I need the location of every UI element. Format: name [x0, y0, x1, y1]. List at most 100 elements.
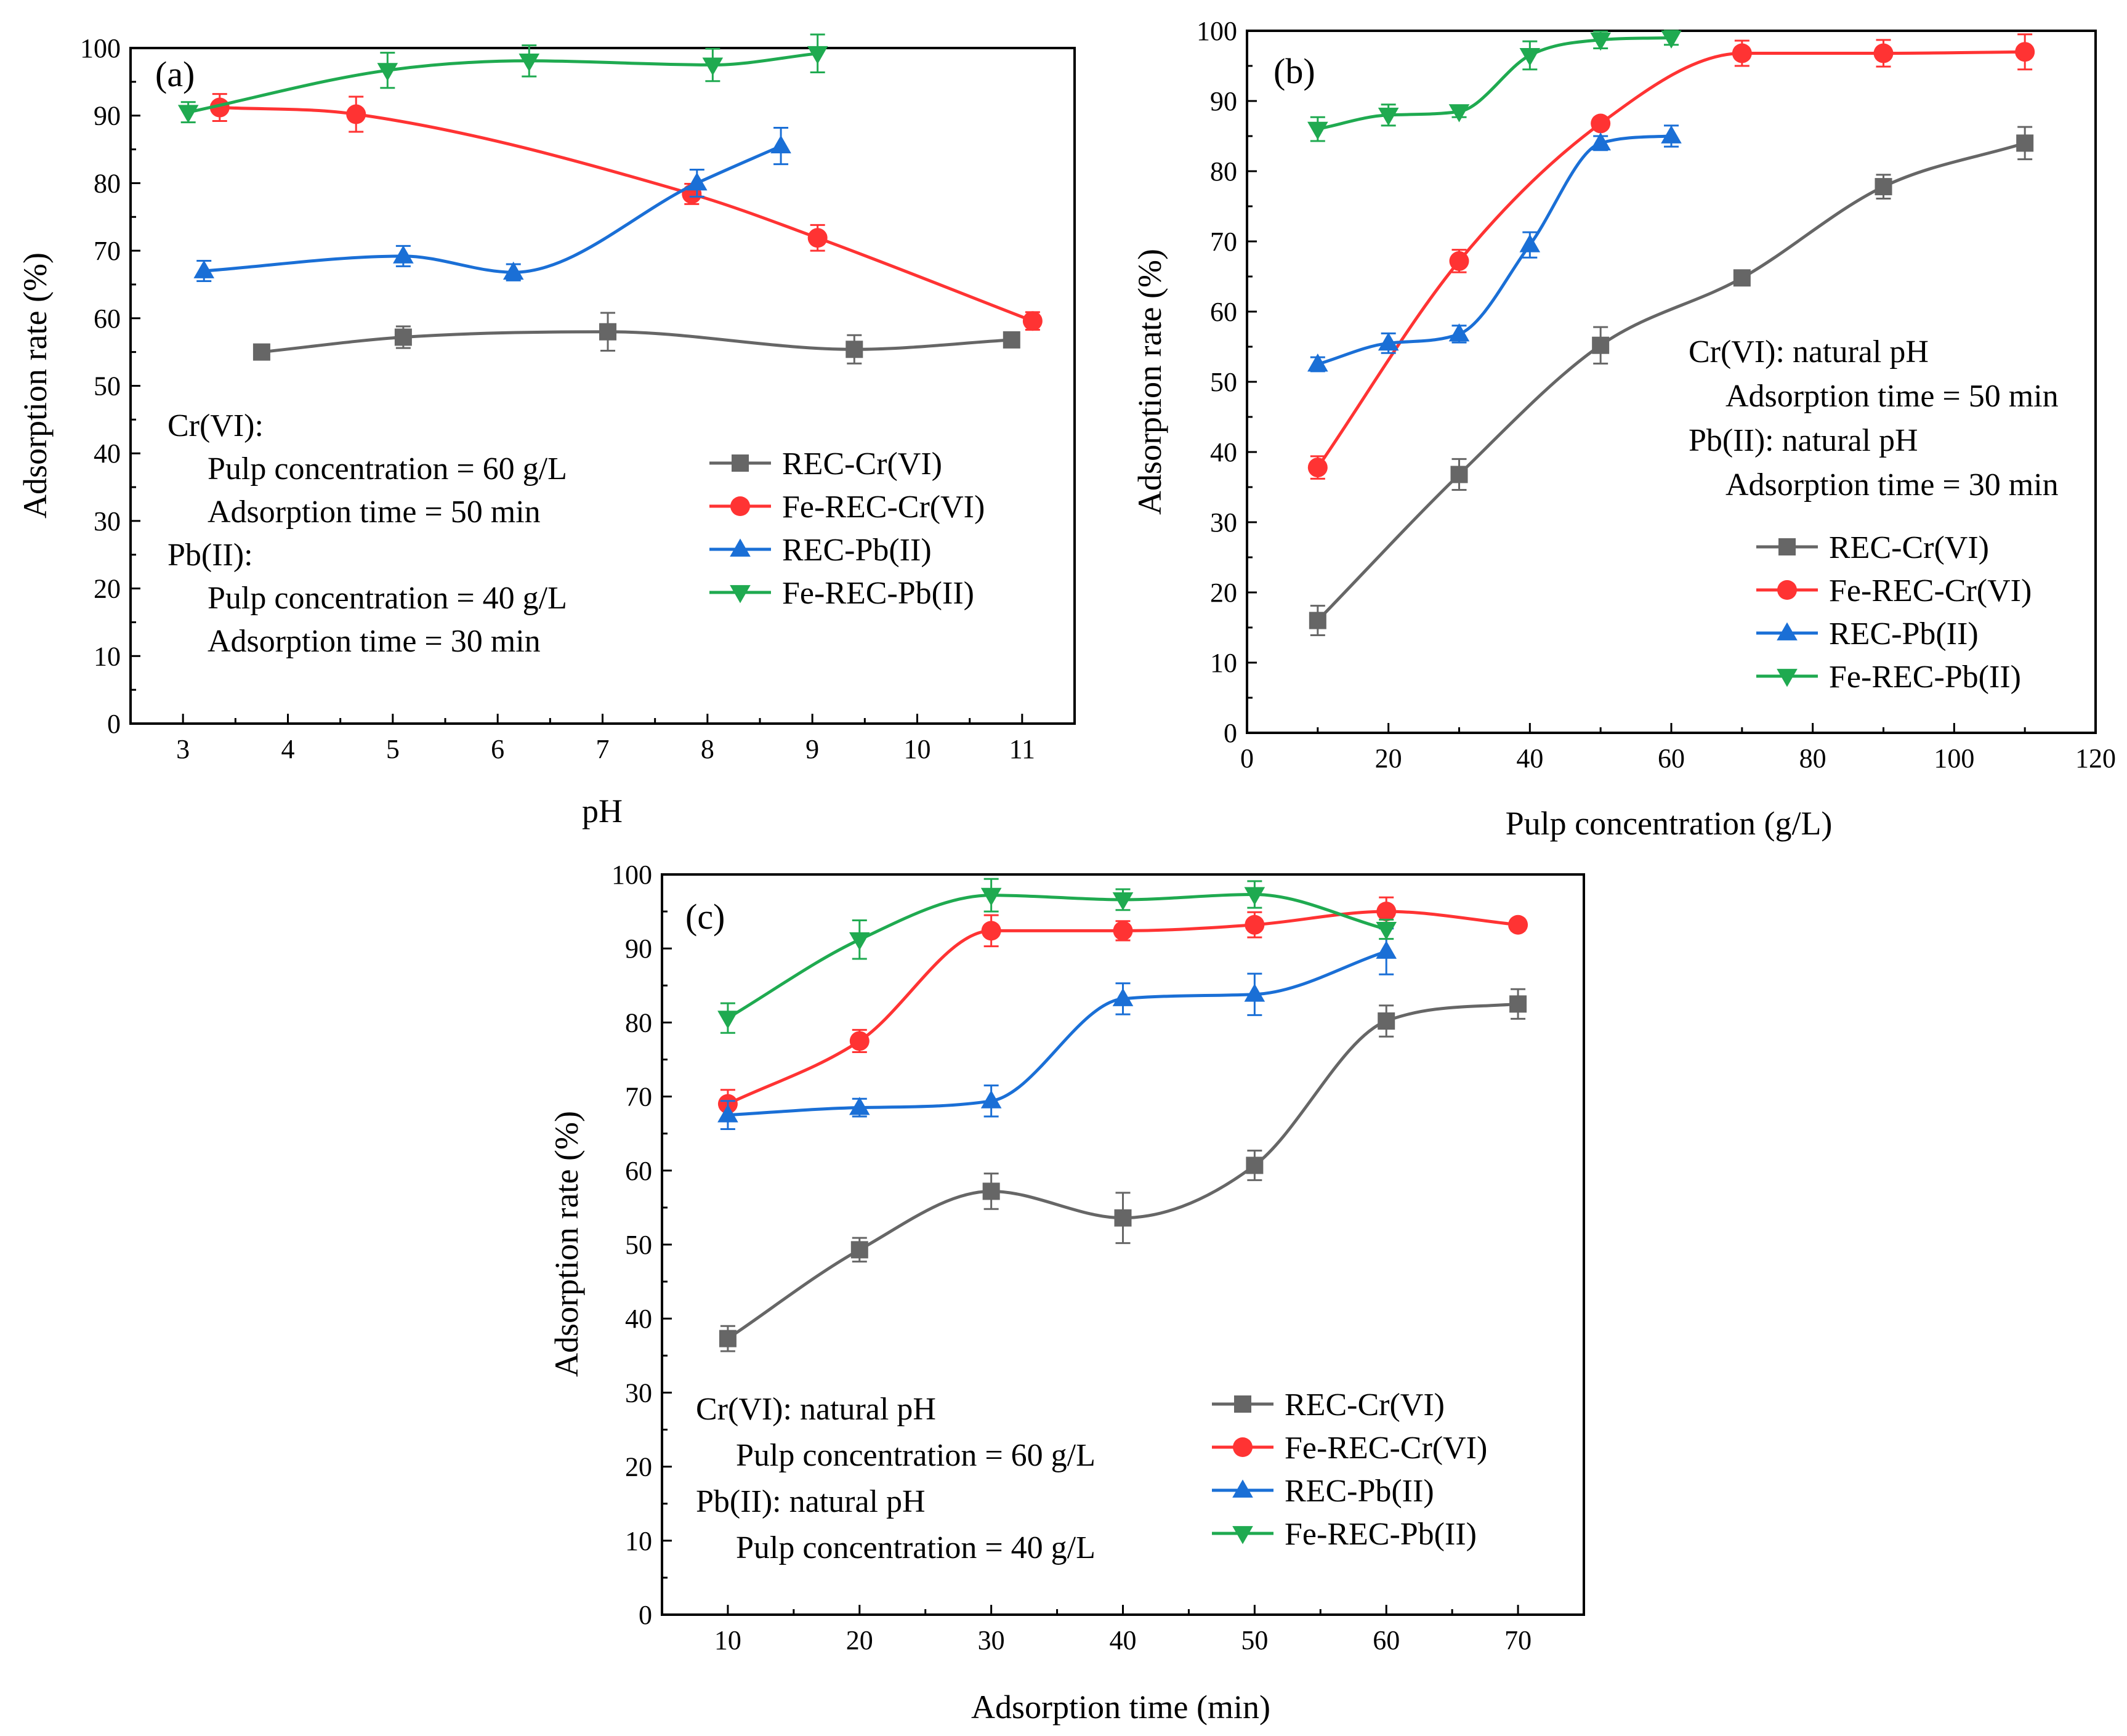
series-3 — [717, 927, 1397, 1130]
x-tick-label: 3 — [176, 734, 190, 764]
legend: REC-Cr(VI) Fe-REC-Cr(VI) REC-Pb(II) Fe-REC-… — [709, 446, 985, 611]
series-line — [1317, 134, 1672, 366]
chart-panel-3: 10 20 30 40 50 60 70 0 10 20 30 40 50 60 70 80 90 100 Adso… — [548, 860, 1585, 1726]
data-point — [717, 1104, 738, 1123]
series-3 — [1307, 124, 1682, 373]
data-point — [1244, 983, 1265, 1002]
x-axis-title: pH — [582, 793, 623, 830]
legend-marker — [730, 585, 751, 604]
x-tick-label: 100 — [1934, 743, 1974, 773]
data-point — [1112, 988, 1134, 1006]
chart-panel-2: 0 20 40 60 80 100 120 0 10 20 30 40 50 60 70 80 90 100 Pul… — [1131, 16, 2116, 842]
legend-label: REC-Pb(II) — [782, 533, 932, 568]
data-point — [1450, 466, 1468, 483]
panel-label: (c) — [685, 897, 725, 937]
condition-annotation: Cr(VI): — [167, 408, 264, 443]
legend-label: Fe-REC-Pb(II) — [782, 576, 974, 611]
data-point — [1448, 104, 1470, 123]
y-tick-label: 80 — [625, 1007, 652, 1038]
data-point — [981, 921, 1001, 941]
x-tick-label: 40 — [1110, 1625, 1137, 1655]
y-tick-label: 0 — [1224, 718, 1237, 748]
data-point — [717, 1011, 738, 1029]
y-tick-label: 0 — [639, 1600, 652, 1630]
legend: REC-Cr(VI) Fe-REC-Cr(VI) REC-Pb(II) Fe-REC-… — [1756, 530, 2032, 695]
data-point — [850, 1241, 868, 1259]
y-tick-label: 60 — [1210, 297, 1237, 327]
y-tick-label: 70 — [625, 1082, 652, 1112]
data-point — [849, 932, 870, 951]
y-tick-label: 90 — [1210, 86, 1237, 116]
series-line — [727, 892, 1387, 1020]
data-point — [849, 1097, 870, 1115]
series-line — [204, 144, 782, 274]
data-point — [1112, 892, 1134, 911]
data-point — [2015, 42, 2035, 62]
x-tick-label: 120 — [2075, 743, 2116, 773]
x-tick-label: 10 — [904, 734, 931, 764]
y-tick-label: 40 — [94, 438, 121, 469]
data-point — [770, 135, 791, 153]
data-point — [1022, 311, 1043, 331]
y-tick-label: 70 — [1210, 227, 1237, 257]
condition-annotation: Pulp concentration = 60 g/L — [736, 1438, 1096, 1473]
data-point — [377, 63, 398, 81]
x-tick-label: 60 — [1658, 743, 1685, 773]
data-point — [1449, 251, 1469, 271]
data-point — [687, 172, 708, 191]
data-point — [980, 1090, 1002, 1108]
x-tick-label: 7 — [596, 734, 610, 764]
condition-annotation: Pulp concentration = 40 g/L — [736, 1530, 1096, 1565]
legend-marker — [1232, 1526, 1253, 1544]
data-point — [252, 343, 270, 361]
x-tick-label: 30 — [978, 1625, 1005, 1655]
legend: REC-Cr(VI) Fe-REC-Cr(VI) REC-Pb(II) Fe-REC-… — [1212, 1387, 1487, 1552]
y-tick-label: 70 — [94, 236, 121, 266]
data-point — [1732, 43, 1752, 63]
data-point — [1378, 107, 1399, 126]
legend-marker — [730, 538, 751, 557]
y-tick-label: 80 — [94, 168, 121, 198]
y-tick-label: 80 — [1210, 156, 1237, 187]
series-line — [727, 1002, 1519, 1340]
y-tick-label: 30 — [1210, 507, 1237, 538]
series-line — [261, 330, 1012, 354]
legend-label: Fe-REC-Cr(VI) — [782, 490, 985, 525]
legend-label: REC-Pb(II) — [1285, 1474, 1434, 1509]
data-point — [1307, 353, 1328, 372]
data-point — [502, 261, 524, 280]
condition-annotation: Adsorption time = 30 min — [208, 624, 541, 659]
series-1 — [1309, 126, 2034, 637]
data-point — [1246, 1157, 1264, 1174]
data-point — [1245, 914, 1265, 935]
legend-label: REC-Cr(VI) — [1285, 1387, 1445, 1423]
y-tick-label: 100 — [611, 860, 652, 890]
panel-label: (b) — [1273, 51, 1315, 91]
x-tick-label: 5 — [386, 734, 400, 764]
data-point — [1592, 336, 1610, 354]
legend-marker — [1234, 1395, 1251, 1413]
series-2 — [209, 93, 1043, 331]
data-point — [1376, 922, 1397, 940]
condition-annotation: Adsorption time = 50 min — [208, 495, 541, 530]
x-tick-label: 60 — [1373, 1625, 1400, 1655]
data-point — [849, 1031, 870, 1051]
x-tick-label: 80 — [1799, 743, 1826, 773]
data-point — [519, 53, 540, 72]
x-axis-title: Adsorption time (min) — [971, 1689, 1270, 1726]
condition-annotation: Adsorption time = 50 min — [1725, 379, 2059, 414]
x-tick-label: 70 — [1504, 1625, 1532, 1655]
y-tick-label: 90 — [625, 934, 652, 964]
data-point — [982, 1182, 1000, 1200]
x-tick-label: 40 — [1516, 743, 1543, 773]
data-point — [1661, 125, 1682, 143]
data-point — [346, 104, 366, 124]
data-point — [1376, 902, 1397, 922]
series-line — [188, 52, 818, 114]
y-tick-label: 60 — [94, 304, 121, 334]
y-tick-label: 40 — [625, 1304, 652, 1334]
data-point — [1307, 458, 1328, 478]
data-point — [1875, 178, 1892, 196]
series-3 — [193, 126, 791, 282]
condition-annotation: Cr(VI): natural pH — [696, 1392, 936, 1427]
